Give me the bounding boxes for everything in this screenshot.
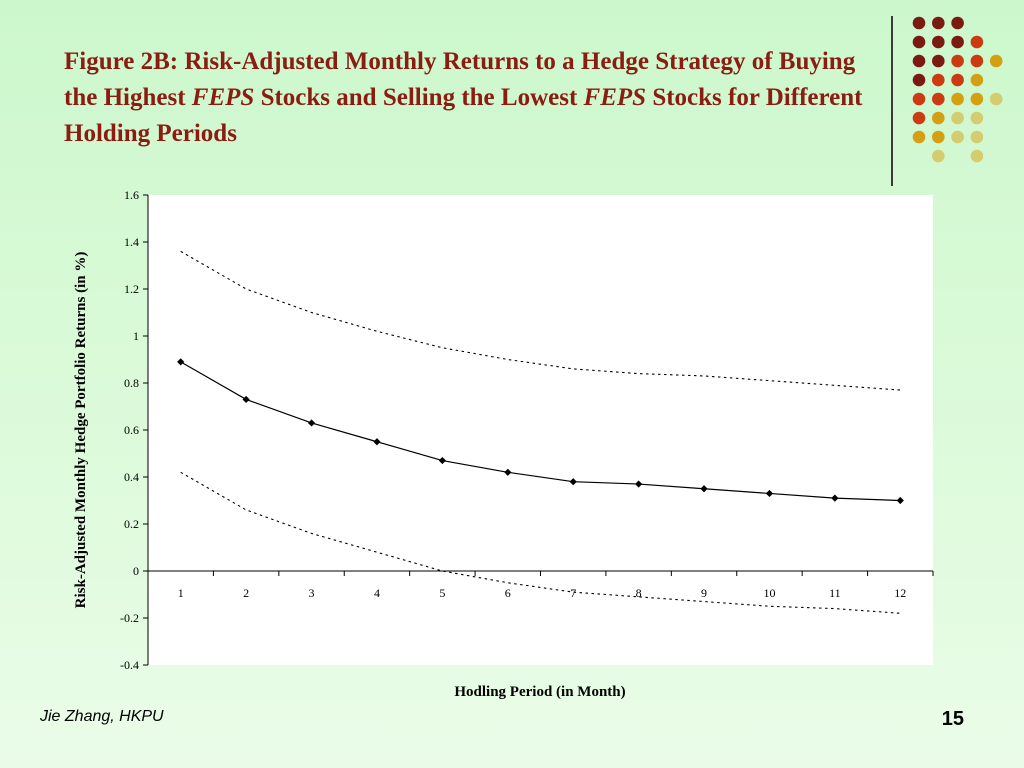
x-tick-label: 9 <box>701 586 707 600</box>
data-point-marker <box>831 494 839 502</box>
y-tick-label: 1.6 <box>124 188 139 202</box>
title-feps-1: FEPS <box>191 84 255 111</box>
y-tick-label: 0.4 <box>124 470 139 484</box>
title-text-1: Figure 2B: Risk-Adjusted Monthly Returns… <box>64 48 856 111</box>
x-tick-label: 3 <box>309 586 315 600</box>
y-tick-label: 0.8 <box>124 376 139 390</box>
data-point-marker <box>569 478 577 486</box>
x-tick-label: 6 <box>505 586 511 600</box>
x-tick-label: 7 <box>570 586 576 600</box>
chart-y-axis-label: Risk-Adjusted Monthly Hedge Portfolio Re… <box>73 251 89 609</box>
upper-bound-line <box>180 250 901 391</box>
x-tick-label: 2 <box>243 586 249 600</box>
x-tick-label: 8 <box>636 586 642 600</box>
x-tick-label: 12 <box>894 586 906 600</box>
y-tick-label: -0.2 <box>120 611 139 625</box>
data-point-marker <box>896 496 904 505</box>
x-tick-label: 10 <box>763 586 775 600</box>
data-point-marker <box>635 480 643 488</box>
chart-plot-area <box>148 195 933 665</box>
data-point-marker <box>177 358 185 366</box>
footer-author: Jie Zhang, HKPU <box>40 708 164 725</box>
y-tick-label: 1.2 <box>124 282 139 296</box>
data-point-marker <box>504 468 512 476</box>
y-tick-label: 0.2 <box>124 517 139 531</box>
y-tick-label: 1 <box>133 329 139 343</box>
title-feps-2: FEPS <box>583 84 647 111</box>
title-text-2: Stocks and Selling the Lowest <box>254 84 584 111</box>
x-tick-label: 1 <box>178 586 184 600</box>
data-point-marker <box>765 489 774 498</box>
x-tick-label: 11 <box>829 586 841 600</box>
chart-x-axis-label: Hodling Period (in Month) <box>454 684 626 700</box>
title-divider <box>891 16 893 186</box>
data-point-marker <box>242 395 250 404</box>
x-tick-label: 5 <box>439 586 445 600</box>
title-text-3: Stocks for Different Holding Periods <box>64 84 863 147</box>
y-tick-label: 0 <box>133 564 139 578</box>
y-tick-label: 0.6 <box>124 423 139 437</box>
slide-title: Figure 2B: Risk-Adjusted Monthly Returns… <box>64 44 864 152</box>
data-point-marker <box>700 485 708 493</box>
y-tick-label: -0.4 <box>120 658 139 672</box>
x-tick-label: 4 <box>374 586 380 600</box>
data-point-marker <box>438 456 446 465</box>
return-series-line <box>180 361 901 502</box>
page-number: 15 <box>941 708 964 730</box>
y-tick-label: 1.4 <box>124 235 139 249</box>
data-point-marker <box>373 438 381 446</box>
lower-bound-line <box>180 471 901 614</box>
data-point-marker <box>307 419 316 427</box>
